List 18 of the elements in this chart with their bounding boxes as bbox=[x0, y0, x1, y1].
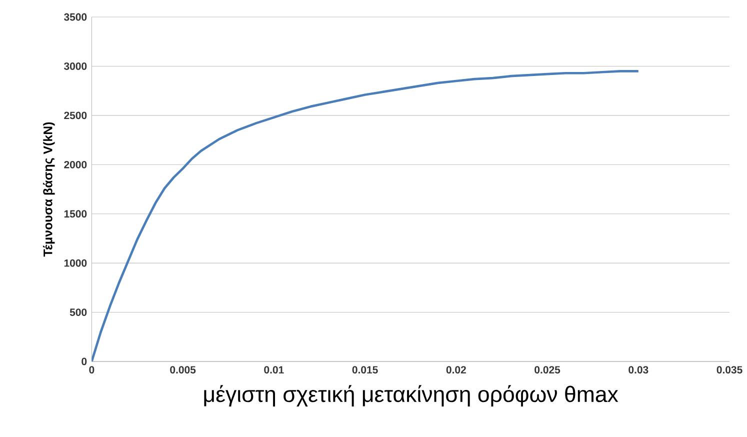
x-tick-label: 0.025 bbox=[534, 366, 560, 374]
y-tick-label: 2000 bbox=[64, 160, 87, 168]
y-tick-label: 3000 bbox=[64, 62, 87, 70]
x-tick-label: 0.035 bbox=[716, 366, 742, 374]
y-tick-label: 2500 bbox=[64, 112, 87, 119]
x-tick-label: 0.015 bbox=[352, 366, 378, 374]
x-tick-label: 0.03 bbox=[628, 366, 648, 374]
y-axis-title: Τέμνουσα βάσης V(kN) bbox=[43, 122, 55, 256]
y-tick-label: 500 bbox=[70, 308, 87, 316]
x-tick-label: 0.005 bbox=[170, 366, 196, 374]
x-axis-title: μέγιστη σχετική μετακίνηση ορόφων θmax bbox=[204, 384, 618, 406]
y-tick-label: 1000 bbox=[64, 259, 87, 267]
x-tick-label: 0.01 bbox=[264, 366, 284, 374]
y-tick-label: 3500 bbox=[64, 13, 87, 21]
y-tick-label: 1500 bbox=[64, 210, 87, 218]
y-tick-label: 0 bbox=[82, 358, 87, 365]
x-tick-label: 0 bbox=[89, 366, 94, 374]
x-tick-label: 0.02 bbox=[446, 366, 466, 374]
